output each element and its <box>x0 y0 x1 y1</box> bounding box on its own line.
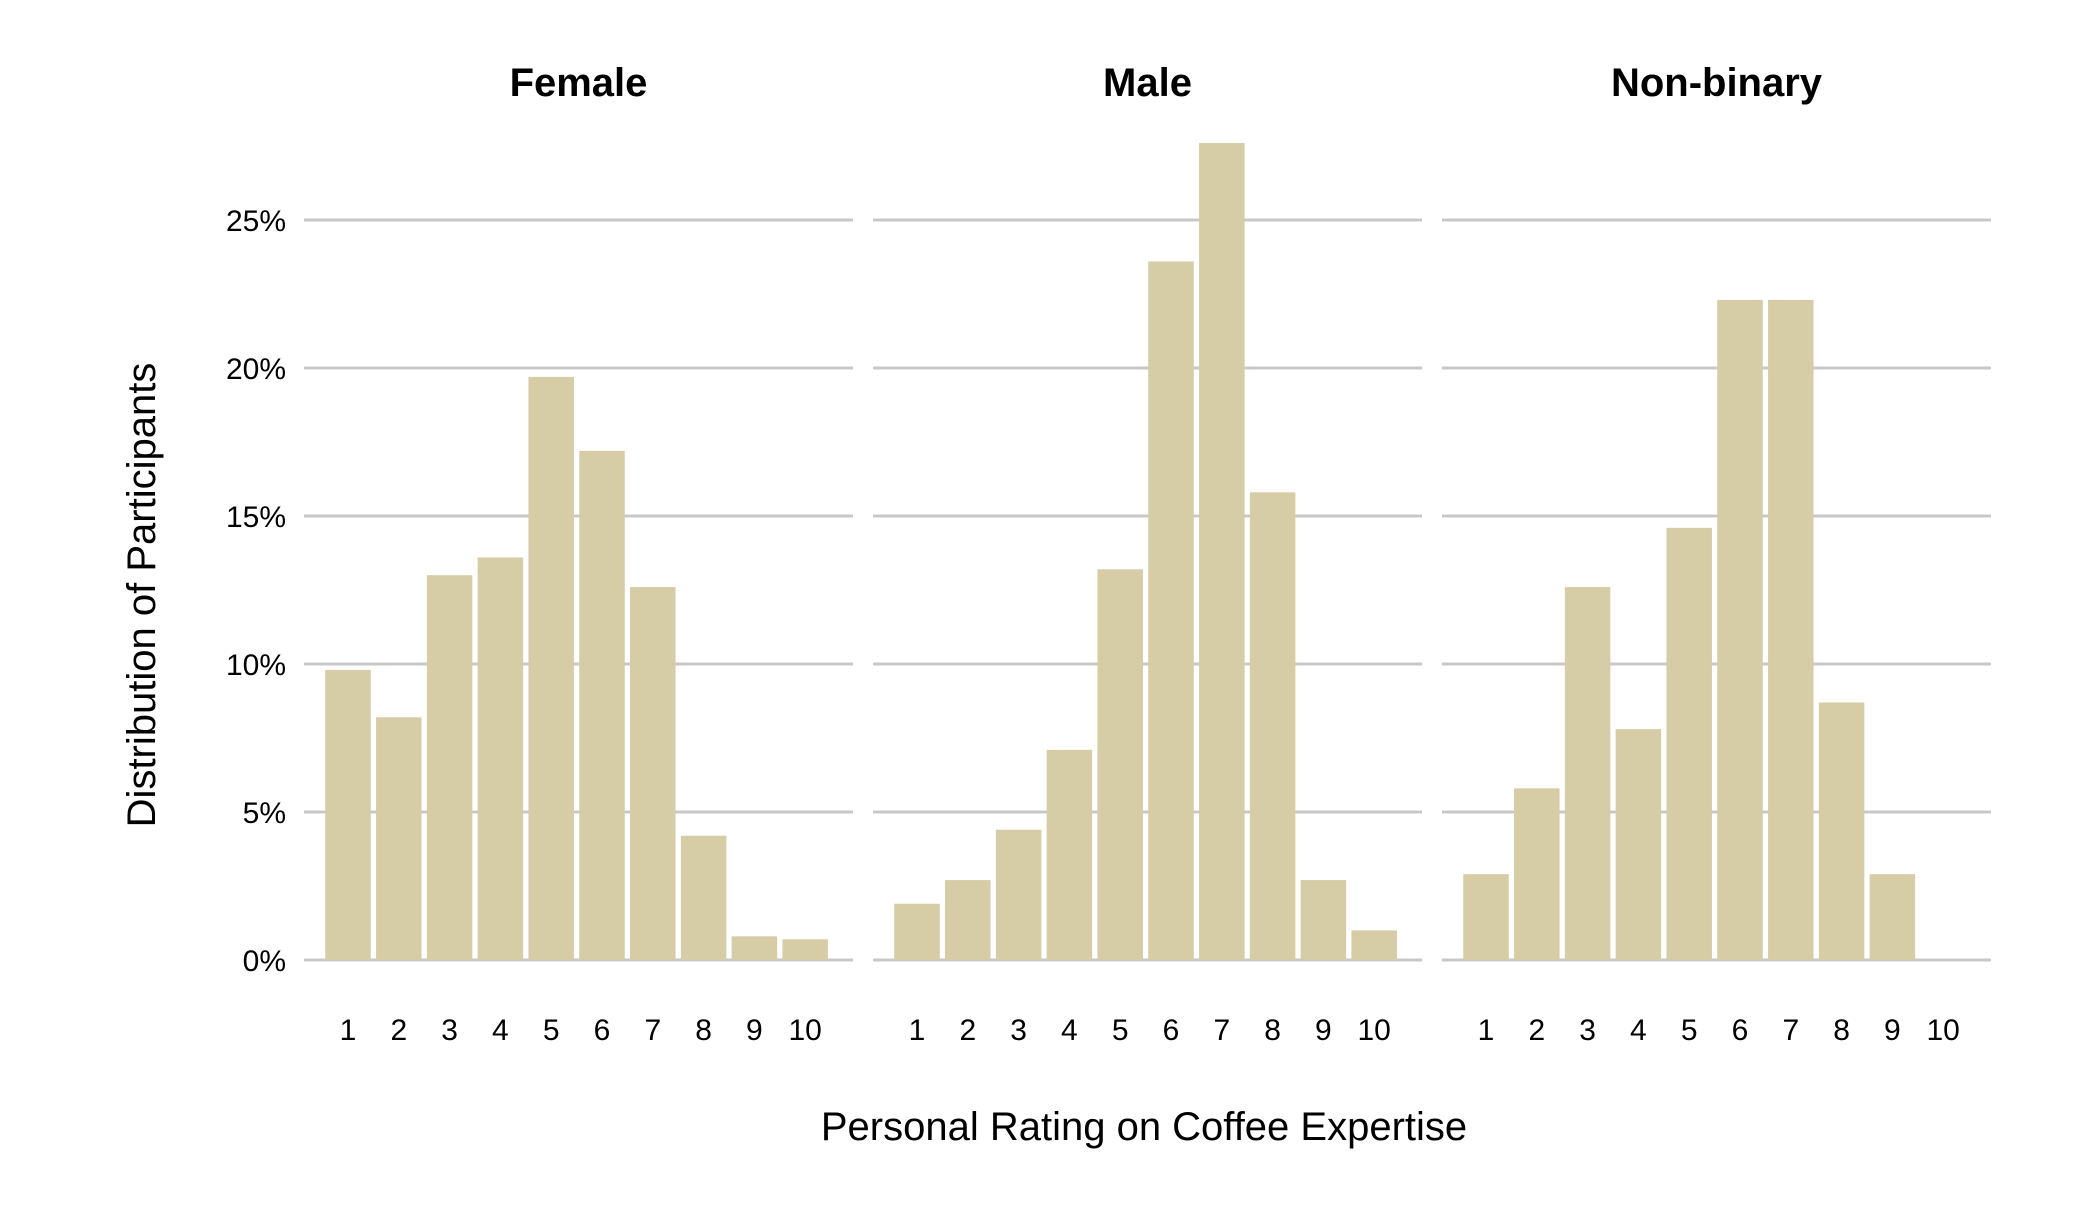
x-tick-label: 8 <box>1264 1014 1281 1047</box>
labels: Personal Rating on Coffee Expertise Dist… <box>120 61 1960 1149</box>
x-tick-label: 8 <box>1833 1014 1850 1047</box>
bar <box>1768 299 1814 960</box>
bar <box>1351 930 1397 960</box>
x-tick-label: 1 <box>1478 1014 1495 1047</box>
facet-title: Male <box>1103 61 1192 105</box>
x-tick-label: 9 <box>1315 1014 1332 1047</box>
bar <box>1514 788 1560 960</box>
x-tick-label: 10 <box>1927 1014 1960 1047</box>
y-tick-label: 10% <box>226 649 286 682</box>
bar <box>1046 749 1093 960</box>
y-axis-title: Distribution of Participants <box>120 363 164 828</box>
bar <box>1300 880 1347 960</box>
x-tick-label: 8 <box>695 1014 712 1047</box>
bar <box>1249 492 1296 960</box>
bar <box>1199 143 1245 961</box>
bar <box>579 450 625 960</box>
bar <box>426 575 473 960</box>
x-tick-label: 4 <box>1061 1014 1078 1047</box>
x-tick-label: 7 <box>1782 1014 1799 1047</box>
x-tick-label: 5 <box>1112 1014 1129 1047</box>
y-tick-label: 5% <box>243 797 286 830</box>
bar <box>1615 729 1662 960</box>
x-tick-label: 10 <box>1358 1014 1391 1047</box>
x-tick-label: 3 <box>441 1014 458 1047</box>
x-tick-label: 9 <box>1884 1014 1901 1047</box>
bar <box>782 939 828 960</box>
x-tick-label: 6 <box>1732 1014 1749 1047</box>
bar <box>1148 261 1194 960</box>
bar <box>528 376 574 960</box>
x-axis-title: Personal Rating on Coffee Expertise <box>821 1105 1467 1149</box>
bar <box>1097 569 1143 960</box>
bar <box>1564 587 1611 960</box>
y-tick-label: 20% <box>226 353 286 386</box>
x-tick-label: 6 <box>1163 1014 1180 1047</box>
x-tick-label: 2 <box>959 1014 976 1047</box>
bar <box>477 557 524 960</box>
x-tick-label: 7 <box>1213 1014 1230 1047</box>
bar <box>680 835 727 960</box>
x-tick-label: 1 <box>909 1014 926 1047</box>
x-tick-label: 3 <box>1010 1014 1027 1047</box>
bar <box>1463 874 1509 960</box>
x-tick-label: 7 <box>644 1014 661 1047</box>
x-tick-label: 2 <box>1528 1014 1545 1047</box>
bar <box>731 936 778 960</box>
bar <box>995 829 1042 960</box>
facet-title: Non-binary <box>1611 61 1823 105</box>
bar <box>325 669 371 960</box>
x-tick-label: 3 <box>1579 1014 1596 1047</box>
x-tick-label: 5 <box>1681 1014 1698 1047</box>
x-tick-label: 9 <box>746 1014 763 1047</box>
x-tick-label: 1 <box>340 1014 357 1047</box>
bar <box>376 717 422 960</box>
y-tick-label: 15% <box>226 501 286 534</box>
bar <box>630 587 676 960</box>
bar <box>945 880 991 960</box>
bar <box>1818 702 1865 960</box>
bar <box>1717 299 1763 960</box>
y-tick-label: 25% <box>226 205 286 238</box>
x-tick-label: 4 <box>1630 1014 1647 1047</box>
x-tick-label: 10 <box>789 1014 822 1047</box>
x-tick-label: 5 <box>543 1014 560 1047</box>
x-tick-label: 6 <box>594 1014 611 1047</box>
bar <box>1869 874 1916 960</box>
bar <box>1666 527 1712 960</box>
facet-title: Female <box>510 61 648 105</box>
bars <box>325 143 1916 961</box>
x-tick-label: 2 <box>390 1014 407 1047</box>
bar <box>894 903 940 960</box>
y-tick-label: 0% <box>243 945 286 978</box>
x-tick-label: 4 <box>492 1014 509 1047</box>
